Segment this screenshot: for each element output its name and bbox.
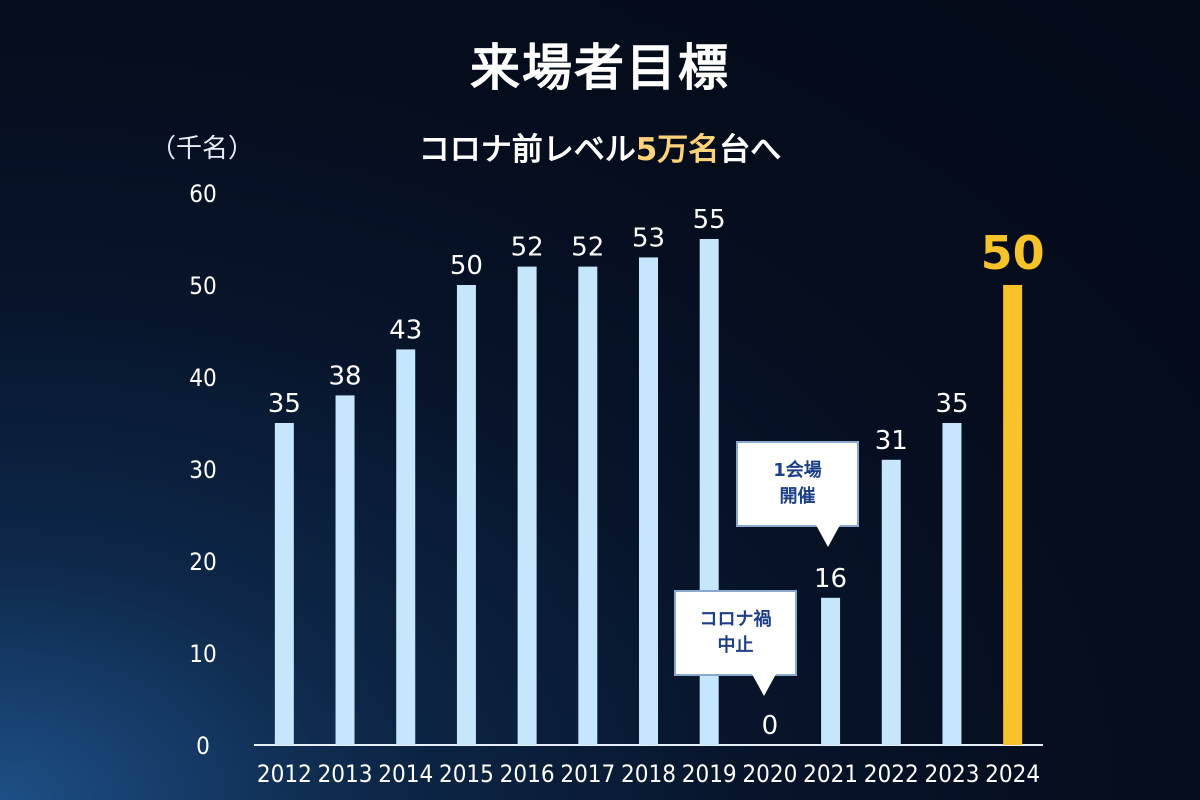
- bar: [456, 285, 476, 745]
- x-tick-label: 2020: [742, 760, 797, 788]
- y-tick-label: 30: [189, 456, 216, 484]
- x-tick-label: 2015: [439, 760, 494, 788]
- bar: [821, 597, 841, 745]
- x-tick-label: 2018: [621, 760, 676, 788]
- data-label: 55: [693, 205, 726, 235]
- x-tick-label: 2017: [560, 760, 615, 788]
- data-label: 53: [632, 223, 665, 253]
- data-label: 35: [268, 389, 301, 419]
- data-label: 38: [328, 361, 361, 391]
- bar: [639, 257, 658, 745]
- x-tick-label: 2012: [257, 760, 312, 788]
- data-label: 52: [511, 233, 544, 263]
- callout-one-venue: 1会場 開催: [736, 441, 859, 547]
- data-label: 52: [571, 233, 604, 263]
- bar: [517, 266, 537, 745]
- x-tick-label: 2014: [378, 760, 433, 788]
- bar-highlight: [1003, 285, 1023, 745]
- bar: [274, 423, 294, 745]
- x-tick-label: 2021: [803, 760, 858, 788]
- callout-one-venue-line1: 1会場: [773, 460, 822, 481]
- x-tick-label: 2019: [682, 760, 737, 788]
- y-tick-label: 20: [189, 548, 216, 576]
- bar: [881, 459, 901, 745]
- chart-title: 来場者目標: [470, 39, 730, 97]
- y-axis-unit-label: （千名）: [150, 134, 255, 164]
- y-tick-label: 40: [189, 364, 216, 392]
- data-label: 31: [875, 426, 908, 456]
- x-tick-label: 2016: [500, 760, 555, 788]
- subtitle-highlight: 5万名: [635, 132, 720, 168]
- subtitle-suffix: 台へ: [719, 132, 782, 168]
- data-label: 35: [935, 389, 968, 419]
- data-label: 0: [762, 711, 779, 741]
- bar: [396, 349, 416, 745]
- bar: [335, 395, 355, 745]
- callout-one-venue-line2: 開催: [779, 486, 816, 507]
- x-tick-label: 2023: [924, 760, 979, 788]
- y-tick-label: 10: [189, 640, 216, 668]
- y-tick-label: 60: [189, 180, 216, 208]
- callout-covid-cancel-line2: 中止: [717, 635, 754, 656]
- x-tick-label: 2022: [864, 760, 919, 788]
- x-tick-label: 2013: [318, 760, 373, 788]
- y-tick-label: 0: [196, 732, 210, 760]
- callout-one-venue-pointer: [816, 525, 840, 547]
- bar: [942, 423, 962, 745]
- data-label-highlight: 50: [981, 226, 1045, 280]
- subtitle-prefix: コロナ前レベル: [418, 132, 636, 168]
- bar: [578, 266, 598, 745]
- callout-covid-cancel-pointer: [752, 674, 776, 696]
- x-tick-label: 2024: [985, 760, 1040, 788]
- callout-covid-cancel-line1: コロナ禍: [699, 609, 772, 630]
- data-label: 50: [450, 251, 483, 281]
- chart-subtitle: コロナ前レベル5万名台へ: [0, 124, 1200, 169]
- callout-covid-cancel: コロナ禍 中止: [674, 590, 797, 696]
- y-tick-label: 50: [189, 272, 216, 300]
- data-label: 43: [389, 315, 422, 345]
- data-label: 16: [814, 564, 847, 594]
